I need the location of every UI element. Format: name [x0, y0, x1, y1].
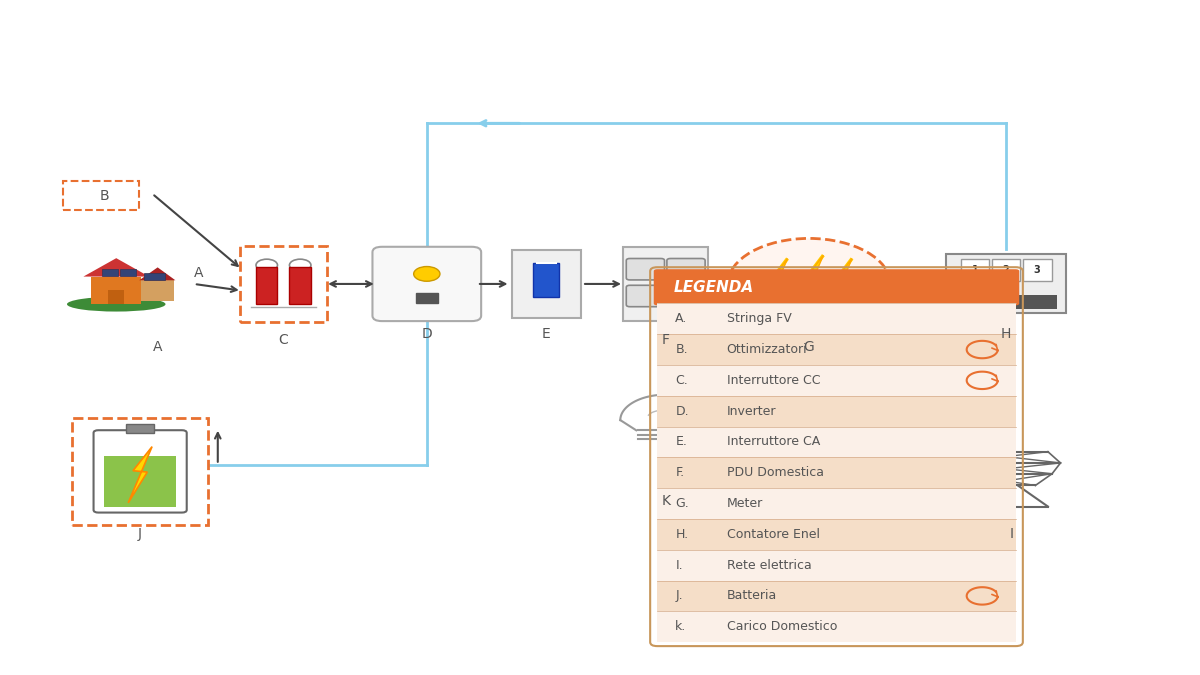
FancyBboxPatch shape — [94, 430, 187, 512]
Text: Rete elettrica: Rete elettrica — [727, 559, 811, 572]
FancyBboxPatch shape — [658, 396, 1015, 427]
FancyBboxPatch shape — [626, 259, 665, 280]
FancyBboxPatch shape — [654, 269, 1019, 305]
Text: F.: F. — [676, 466, 684, 479]
FancyBboxPatch shape — [991, 259, 1020, 281]
Circle shape — [728, 238, 890, 329]
FancyBboxPatch shape — [62, 181, 139, 211]
Text: Interruttore CA: Interruttore CA — [727, 435, 820, 448]
FancyBboxPatch shape — [102, 269, 119, 276]
Text: E: E — [542, 327, 551, 340]
Text: 1: 1 — [972, 265, 978, 275]
FancyBboxPatch shape — [658, 427, 1015, 458]
FancyBboxPatch shape — [1022, 259, 1051, 281]
FancyBboxPatch shape — [961, 259, 989, 281]
FancyBboxPatch shape — [108, 290, 124, 304]
Ellipse shape — [67, 297, 166, 312]
Text: Batteria: Batteria — [727, 589, 776, 602]
FancyBboxPatch shape — [240, 246, 328, 322]
Text: C.: C. — [676, 374, 688, 387]
FancyBboxPatch shape — [511, 250, 581, 318]
FancyBboxPatch shape — [658, 334, 1015, 365]
Text: Contatore Enel: Contatore Enel — [727, 528, 820, 541]
Text: Interruttore CC: Interruttore CC — [727, 374, 820, 387]
FancyBboxPatch shape — [955, 296, 1057, 308]
Text: D.: D. — [676, 404, 689, 418]
Text: Stringa FV: Stringa FV — [727, 313, 791, 325]
Text: Carico Domestico: Carico Domestico — [727, 620, 836, 633]
Circle shape — [414, 267, 440, 281]
Text: A.: A. — [676, 313, 688, 325]
Polygon shape — [802, 255, 823, 306]
FancyBboxPatch shape — [658, 519, 1015, 549]
FancyBboxPatch shape — [142, 280, 174, 300]
Text: G: G — [804, 340, 815, 354]
Circle shape — [289, 259, 311, 271]
Text: K: K — [661, 494, 670, 508]
Polygon shape — [766, 259, 787, 309]
Text: LEGENDA: LEGENDA — [674, 280, 754, 295]
Text: A: A — [194, 266, 203, 280]
FancyBboxPatch shape — [658, 365, 1015, 396]
Text: B.: B. — [676, 343, 688, 356]
FancyBboxPatch shape — [104, 456, 176, 506]
FancyBboxPatch shape — [623, 247, 708, 321]
Polygon shape — [128, 447, 152, 503]
FancyBboxPatch shape — [667, 259, 706, 280]
Text: G.: G. — [676, 497, 689, 510]
FancyBboxPatch shape — [256, 267, 277, 304]
Text: J: J — [138, 527, 142, 541]
Text: A: A — [154, 340, 163, 354]
Text: F: F — [661, 333, 670, 347]
Text: J.: J. — [676, 589, 683, 602]
Circle shape — [256, 259, 277, 271]
FancyBboxPatch shape — [658, 612, 1015, 642]
Text: H: H — [1001, 327, 1012, 340]
Text: E.: E. — [676, 435, 688, 448]
Polygon shape — [139, 267, 175, 280]
Text: D: D — [421, 327, 432, 340]
FancyBboxPatch shape — [946, 254, 1067, 313]
FancyBboxPatch shape — [289, 267, 311, 304]
Text: C: C — [278, 333, 288, 347]
FancyBboxPatch shape — [658, 458, 1015, 488]
FancyBboxPatch shape — [658, 549, 1015, 580]
Text: Meter: Meter — [727, 497, 763, 510]
FancyBboxPatch shape — [658, 488, 1015, 519]
Text: k.: k. — [676, 620, 686, 633]
FancyBboxPatch shape — [372, 247, 481, 321]
Text: 2: 2 — [1003, 265, 1009, 275]
Polygon shape — [84, 258, 149, 277]
FancyBboxPatch shape — [658, 580, 1015, 612]
FancyBboxPatch shape — [416, 294, 438, 302]
FancyBboxPatch shape — [658, 303, 1015, 334]
FancyBboxPatch shape — [72, 418, 209, 524]
Text: H.: H. — [676, 528, 689, 541]
FancyBboxPatch shape — [533, 263, 559, 297]
FancyBboxPatch shape — [626, 286, 665, 306]
Polygon shape — [830, 259, 852, 309]
FancyBboxPatch shape — [144, 273, 164, 279]
FancyBboxPatch shape — [126, 424, 155, 433]
Text: PDU Domestica: PDU Domestica — [727, 466, 823, 479]
Text: Ottimizzatori: Ottimizzatori — [727, 343, 808, 356]
Text: I.: I. — [676, 559, 683, 572]
Text: B: B — [100, 188, 109, 202]
Text: Inverter: Inverter — [727, 404, 776, 418]
FancyBboxPatch shape — [120, 269, 136, 276]
FancyBboxPatch shape — [91, 277, 142, 304]
Text: I: I — [1010, 527, 1014, 541]
Text: 3: 3 — [1033, 265, 1040, 275]
FancyBboxPatch shape — [667, 286, 706, 306]
